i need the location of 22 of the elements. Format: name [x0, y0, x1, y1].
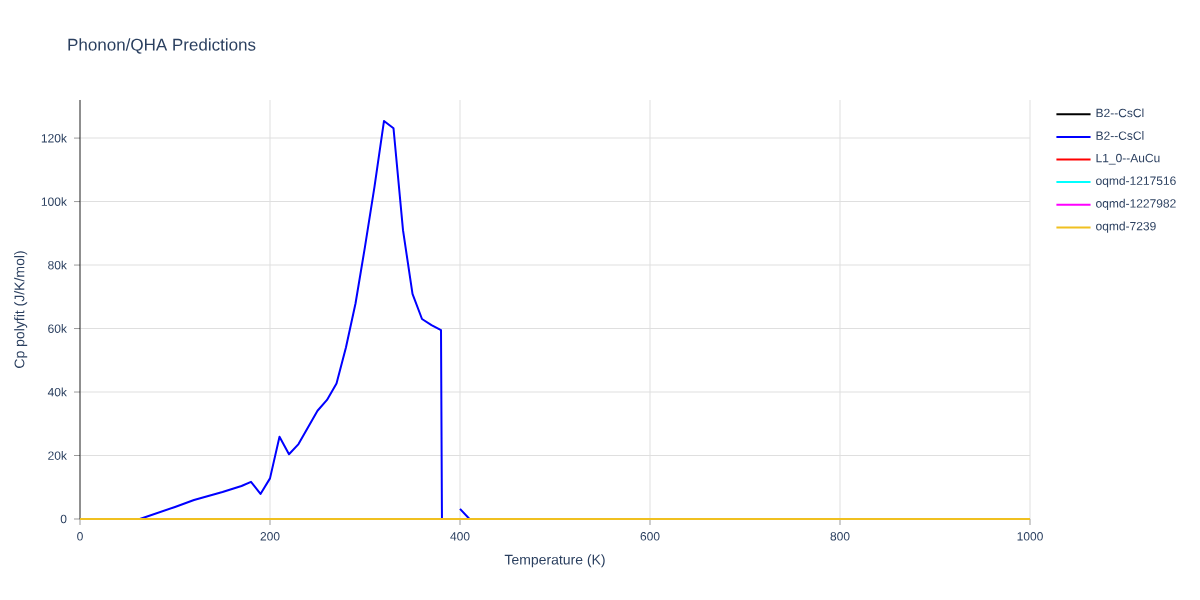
x-tick-label: 0: [77, 532, 83, 541]
y-tick-label: 100k: [41, 197, 67, 206]
legend-label: oqmd-1217516: [1096, 176, 1176, 188]
y-tick-label: 0: [60, 514, 67, 524]
legend-label: oqmd-1227982: [1096, 198, 1176, 211]
y-axis-title: Cp polyfit (J/K/mol): [14, 251, 28, 368]
legend-label: B2--CsCl: [1096, 131, 1144, 140]
x-tick-label: 800: [830, 532, 850, 541]
legend-label: B2--CsCl: [1096, 108, 1144, 118]
x-axis-title: Temperature (K): [504, 554, 605, 568]
legend-label: L1_0--AuCu: [1096, 153, 1160, 165]
x-tick-label: 400: [450, 532, 470, 541]
y-tick-label: 80k: [48, 260, 67, 270]
x-tick-label: 200: [260, 532, 280, 541]
y-tick-label: 20k: [48, 451, 67, 460]
chart-title: Phonon/QHA Predictions: [68, 38, 256, 54]
y-tick-label: 60k: [48, 324, 67, 333]
y-tick-label: 40k: [47, 387, 67, 397]
x-tick-label: 1000: [1017, 532, 1043, 541]
legend-label: oqmd-7239: [1096, 221, 1156, 233]
x-tick-label: 600: [640, 532, 660, 541]
y-tick-label: 120k: [41, 133, 67, 143]
